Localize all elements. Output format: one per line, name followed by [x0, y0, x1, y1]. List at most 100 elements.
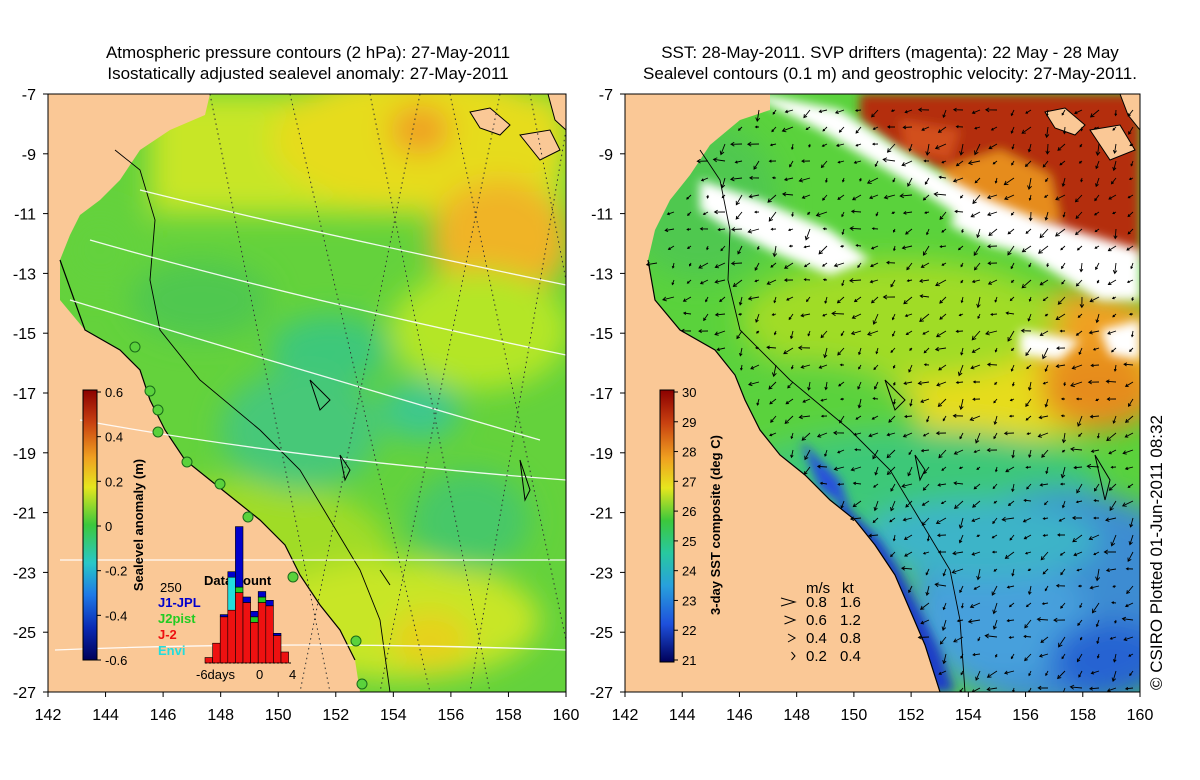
velocity-arrow: [901, 245, 913, 250]
velocity-arrow: [1127, 211, 1134, 218]
velocity-arrow: [1042, 534, 1049, 537]
velocity-arrow: [798, 414, 811, 420]
data-count-xlabel-end: 4: [289, 667, 296, 682]
velocity-arrow: [935, 517, 947, 524]
velocity-arrow: [890, 109, 896, 112]
lat-tick-label: -7: [599, 87, 613, 104]
velocity-arrow: [955, 380, 964, 385]
velocity-arrow: [1023, 534, 1032, 540]
velocity-arrow: [754, 210, 760, 214]
velocity-arrow: [824, 296, 828, 304]
velocity-arrow: [1127, 109, 1134, 117]
velocity-arrow: [1061, 449, 1066, 453]
velocity-arrow: [923, 466, 930, 475]
velocity-arrow: [719, 296, 726, 303]
velocity-arrow: [958, 534, 964, 544]
velocity-arrow: [919, 294, 930, 299]
velocity-arrow: [849, 226, 862, 231]
velocity-arrow: [1109, 636, 1117, 640]
lat-tick-label: -23: [590, 565, 613, 582]
data-count-bar-j-2: [242, 602, 251, 664]
velocity-arrow: [971, 109, 981, 115]
velocity-arrow: [772, 109, 777, 115]
velocity-arrow: [1038, 415, 1049, 420]
velocity-arrow: [890, 551, 896, 558]
velocity-arrow: [855, 244, 862, 247]
velocity-arrow: [1022, 517, 1032, 523]
lat-tick-label: -13: [590, 266, 613, 283]
velocity-arrow: [1075, 397, 1083, 401]
velocity-arrow: [925, 143, 931, 156]
velocity-arrow: [698, 329, 709, 334]
velocity-arrow: [977, 313, 981, 320]
velocity-arrow: [886, 432, 896, 437]
velocity-arrow: [664, 228, 675, 233]
velocity-arrow: [1111, 670, 1117, 682]
velocity-arrow: [985, 330, 998, 336]
velocity-arrow: [920, 262, 930, 268]
velocity-arrow: [866, 177, 879, 184]
velocity-arrow: [1095, 177, 1100, 188]
velocity-arrow: [993, 500, 998, 504]
velocity-arrow: [824, 381, 828, 391]
lon-tick-label: 152: [322, 707, 349, 724]
velocity-arrow: [1060, 245, 1066, 251]
velocity-arrow: [671, 279, 675, 286]
velocity-arrow: [803, 278, 811, 281]
velocity-arrow: [959, 194, 964, 199]
velocity-arrow: [807, 211, 811, 215]
data-count-legend-item: Envi: [158, 643, 185, 658]
velocity-arrow: [988, 143, 998, 150]
velocity-arrow: [882, 294, 896, 300]
velocity-arrow: [714, 330, 726, 336]
velocity-arrow: [1010, 262, 1015, 270]
velocity-arrow: [1044, 585, 1049, 592]
velocity-arrow: [953, 481, 964, 486]
velocity-arrow: [1024, 653, 1032, 662]
velocity-arrow: [1106, 687, 1117, 692]
velocity-arrow: [1079, 262, 1084, 273]
velocity-arrow: [750, 364, 760, 370]
velocity-arrow: [886, 143, 896, 153]
velocity-arrow: [934, 143, 947, 150]
velocity-arrow: [666, 211, 675, 216]
velocity-arrow: [1021, 245, 1032, 253]
velocity-arrow: [789, 160, 794, 168]
data-count-bar-j-2: [265, 605, 274, 664]
velocity-arrow: [1040, 551, 1049, 561]
velocity-arrow: [1039, 483, 1049, 487]
lat-tick-label: -17: [590, 386, 613, 403]
velocity-arrow: [1025, 347, 1032, 357]
velocity-arrow: [771, 364, 777, 378]
velocity-arrow: [1057, 670, 1066, 680]
velocity-arrow: [714, 279, 726, 284]
right-land-island-3: [1119, 94, 1140, 131]
velocity-arrow: [849, 516, 862, 522]
velocity-arrow: [834, 109, 845, 114]
velocity-arrow: [771, 313, 777, 316]
velocity-arrow: [1076, 653, 1083, 663]
vel-legend-kt: 0.8: [840, 630, 861, 647]
velocity-arrow: [1062, 687, 1066, 692]
velocity-arrow: [749, 175, 760, 180]
velocity-arrow: [1062, 126, 1067, 135]
colorbar-tick-label: 29: [682, 415, 696, 430]
velocity-arrow: [952, 413, 964, 418]
velocity-arrow: [920, 448, 930, 453]
left-colorbar-label: Sealevel anomaly (m): [131, 459, 146, 591]
velocity-arrow: [1105, 517, 1117, 522]
velocity-arrow: [1044, 211, 1049, 221]
velocity-arrow: [1055, 313, 1066, 320]
velocity-arrow: [1004, 194, 1015, 201]
velocity-arrow: [887, 125, 896, 129]
velocity-arrow: [1089, 296, 1100, 303]
velocity-arrow: [1028, 211, 1033, 222]
velocity-arrow: [922, 245, 930, 256]
velocity-arrow: [1037, 432, 1049, 438]
velocity-arrow: [819, 481, 828, 485]
left-axes: -7 -9 -11 -13 -15 -17 -19 -21 -23 -25 -27 142 144 146…: [13, 87, 580, 724]
data-count-legend-item: J1-JPL: [158, 595, 201, 610]
velocity-arrow: [822, 194, 828, 201]
velocity-arrow: [735, 194, 743, 206]
